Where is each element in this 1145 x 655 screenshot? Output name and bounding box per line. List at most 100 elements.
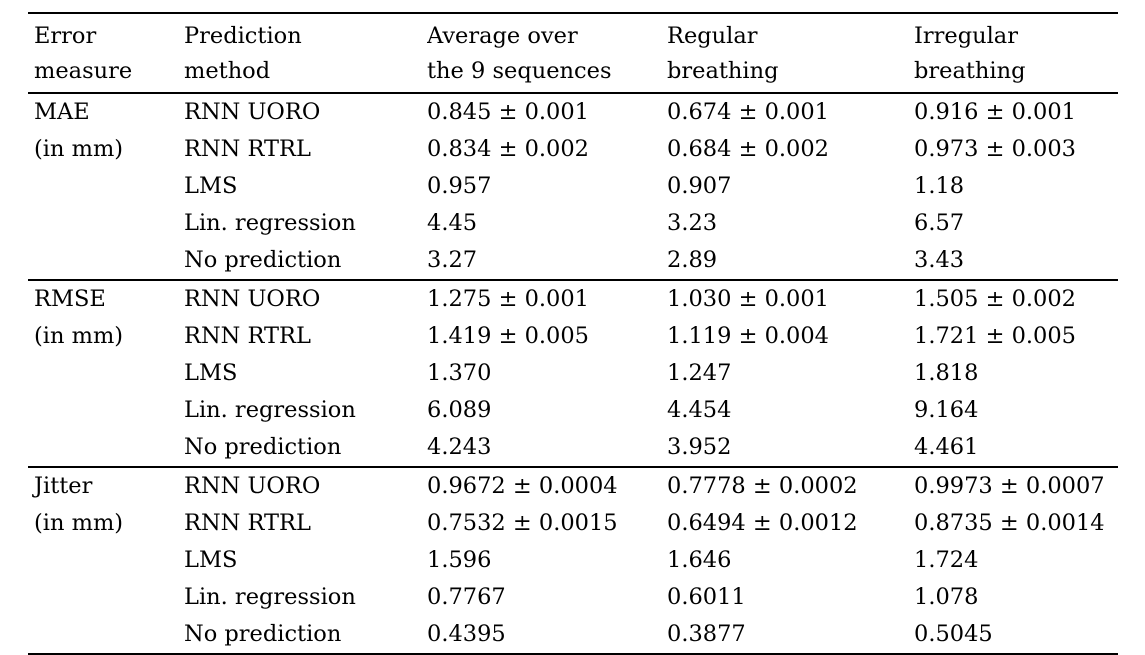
error-measure-cell — [28, 242, 184, 280]
irregular-cell: 1.078 — [914, 584, 979, 610]
avg-cell: 6.089 — [427, 397, 492, 423]
method-cell: No prediction — [184, 247, 342, 273]
col-header-irregular-breathing: Irregular breathing — [914, 13, 1118, 93]
table-header: Error measure Prediction method Average … — [28, 13, 1118, 93]
avg-cell: 0.9672 ± 0.0004 — [427, 473, 618, 499]
regular-cell: 2.89 — [667, 247, 718, 273]
error-measure-cell: (in mm) — [34, 510, 124, 536]
method-cell: Lin. regression — [184, 210, 356, 236]
avg-cell: 0.7532 ± 0.0015 — [427, 510, 618, 536]
regular-cell: 3.23 — [667, 210, 718, 236]
regular-cell: 1.247 — [667, 360, 732, 386]
method-cell: Lin. regression — [184, 397, 356, 423]
avg-cell: 1.370 — [427, 360, 492, 386]
error-measure-cell — [28, 205, 184, 242]
table-row: (in mm) RNN RTRL 0.7532 ± 0.0015 0.6494 ± 0… — [28, 505, 1118, 542]
method-cell: RNN RTRL — [184, 323, 311, 349]
header-line-2: breathing — [914, 58, 1026, 84]
regular-cell: 0.6494 ± 0.0012 — [667, 510, 858, 536]
method-cell: RNN UORO — [184, 99, 321, 125]
header-line-2: breathing — [667, 58, 779, 84]
error-measure-cell: (in mm) — [34, 323, 124, 349]
irregular-cell: 0.973 ± 0.003 — [914, 136, 1076, 162]
col-header-regular-breathing: Regular breathing — [667, 13, 914, 93]
avg-cell: 0.834 ± 0.002 — [427, 136, 589, 162]
error-measure-cell: RMSE — [34, 286, 106, 312]
avg-cell: 0.845 ± 0.001 — [427, 99, 589, 125]
table-row: No prediction 0.4395 0.3877 0.5045 — [28, 616, 1118, 654]
table-row: MAE RNN UORO 0.845 ± 0.001 0.674 ± 0.001 0.9… — [28, 93, 1118, 131]
irregular-cell: 4.461 — [914, 434, 979, 460]
avg-cell: 0.7767 — [427, 584, 506, 610]
error-measure-cell: Jitter — [34, 473, 93, 499]
table-row: Jitter RNN UORO 0.9672 ± 0.0004 0.7778 ± 0.… — [28, 467, 1118, 505]
irregular-cell: 1.721 ± 0.005 — [914, 323, 1076, 349]
header-line-2: measure — [34, 58, 133, 84]
table-row: LMS 1.596 1.646 1.724 — [28, 542, 1118, 579]
avg-cell: 1.596 — [427, 547, 492, 573]
table-body: MAE RNN UORO 0.845 ± 0.001 0.674 ± 0.001 0.9… — [28, 93, 1118, 654]
method-cell: RNN UORO — [184, 286, 321, 312]
error-measure-cell — [28, 355, 184, 392]
method-cell: LMS — [184, 173, 238, 199]
error-measure-cell: (in mm) — [34, 136, 124, 162]
error-measure-cell — [28, 542, 184, 579]
table-row: LMS 0.957 0.907 1.18 — [28, 168, 1118, 205]
regular-cell: 4.454 — [667, 397, 732, 423]
header-line-1: Irregular — [914, 23, 1018, 49]
regular-cell: 3.952 — [667, 434, 732, 460]
table-row: Lin. regression 6.089 4.454 9.164 — [28, 392, 1118, 429]
regular-cell: 0.684 ± 0.002 — [667, 136, 829, 162]
error-measure-cell — [28, 168, 184, 205]
table-row: (in mm) RNN RTRL 0.834 ± 0.002 0.684 ± 0.00… — [28, 131, 1118, 168]
method-cell: RNN RTRL — [184, 510, 311, 536]
method-cell: LMS — [184, 360, 238, 386]
irregular-cell: 9.164 — [914, 397, 979, 423]
table-row: RMSE RNN UORO 1.275 ± 0.001 1.030 ± 0.001 1.… — [28, 280, 1118, 318]
regular-cell: 0.3877 — [667, 621, 746, 647]
header-line-2: the 9 sequences — [427, 58, 612, 84]
avg-cell: 1.275 ± 0.001 — [427, 286, 589, 312]
table-row: Lin. regression 4.45 3.23 6.57 — [28, 205, 1118, 242]
method-cell: LMS — [184, 547, 238, 573]
avg-cell: 0.957 — [427, 173, 492, 199]
avg-cell: 3.27 — [427, 247, 478, 273]
col-header-average: Average over the 9 sequences — [427, 13, 667, 93]
table-row: No prediction 4.243 3.952 4.461 — [28, 429, 1118, 467]
error-measure-cell — [28, 429, 184, 467]
col-header-error-measure: Error measure — [28, 13, 184, 93]
error-measure-cell: MAE — [34, 99, 90, 125]
avg-cell: 4.243 — [427, 434, 492, 460]
irregular-cell: 0.9973 ± 0.0007 — [914, 473, 1105, 499]
regular-cell: 0.7778 ± 0.0002 — [667, 473, 858, 499]
header-line-1: Average over — [427, 23, 578, 49]
irregular-cell: 0.8735 ± 0.0014 — [914, 510, 1105, 536]
table-row: No prediction 3.27 2.89 3.43 — [28, 242, 1118, 280]
irregular-cell: 0.5045 — [914, 621, 993, 647]
irregular-cell: 1.505 ± 0.002 — [914, 286, 1076, 312]
error-measure-cell — [28, 616, 184, 654]
method-cell: Lin. regression — [184, 584, 356, 610]
table-row: (in mm) RNN RTRL 1.419 ± 0.005 1.119 ± 0.00… — [28, 318, 1118, 355]
results-table: Error measure Prediction method Average … — [28, 12, 1118, 655]
method-cell: RNN RTRL — [184, 136, 311, 162]
header-line-1: Error — [34, 23, 97, 49]
col-header-prediction-method: Prediction method — [184, 13, 427, 93]
irregular-cell: 0.916 ± 0.001 — [914, 99, 1076, 125]
regular-cell: 0.674 ± 0.001 — [667, 99, 829, 125]
header-row: Error measure Prediction method Average … — [28, 13, 1118, 93]
irregular-cell: 1.724 — [914, 547, 979, 573]
regular-cell: 0.6011 — [667, 584, 746, 610]
header-line-1: Regular — [667, 23, 758, 49]
method-cell: No prediction — [184, 621, 342, 647]
irregular-cell: 1.818 — [914, 360, 979, 386]
table-row: Lin. regression 0.7767 0.6011 1.078 — [28, 579, 1118, 616]
regular-cell: 1.646 — [667, 547, 732, 573]
regular-cell: 1.119 ± 0.004 — [667, 323, 829, 349]
error-measure-cell — [28, 392, 184, 429]
regular-cell: 0.907 — [667, 173, 732, 199]
avg-cell: 0.4395 — [427, 621, 506, 647]
header-line-2: method — [184, 58, 271, 84]
avg-cell: 1.419 ± 0.005 — [427, 323, 589, 349]
error-measure-cell — [28, 579, 184, 616]
